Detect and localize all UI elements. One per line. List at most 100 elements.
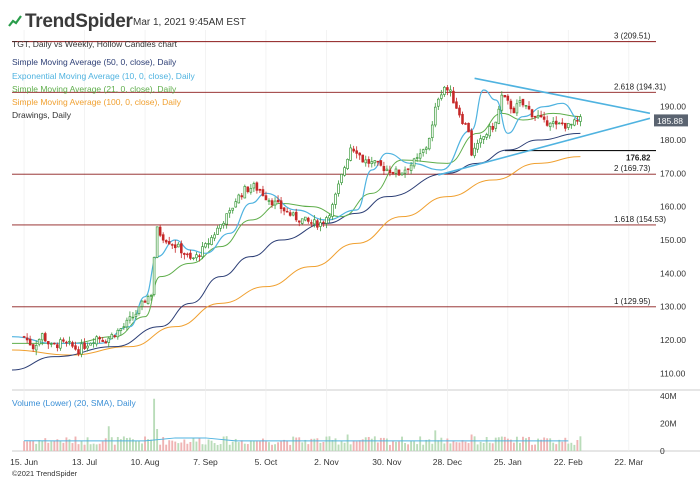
volume-bar (482, 442, 485, 451)
legend-ema10[interactable]: Exponential Moving Average (10, 0, close… (12, 71, 195, 81)
candle-body (267, 200, 271, 202)
candle-body (316, 220, 319, 228)
legend-drawings[interactable]: Drawings, Daily (12, 110, 72, 120)
candle-body (349, 147, 352, 161)
candle-body (189, 252, 192, 259)
volume-bar (274, 444, 276, 451)
candle-body (261, 189, 265, 196)
candle-body (198, 255, 201, 257)
candle-body (210, 237, 213, 245)
brand-name: TrendSpider (25, 11, 133, 32)
volume-bar (295, 437, 298, 451)
volume-bar (561, 441, 564, 451)
legend-sma50[interactable]: Simple Moving Average (50, 0, close), Da… (12, 57, 177, 67)
volume-bar (464, 441, 467, 451)
volume-bar (80, 440, 83, 451)
candle-body (119, 328, 123, 331)
volume-bar (265, 441, 267, 451)
x-tick-label: 7. Sep (193, 457, 218, 467)
candle-body (137, 306, 141, 314)
volume-bar (26, 441, 29, 451)
candle-body (201, 246, 204, 258)
volume-bar (446, 438, 449, 451)
volume-bar (125, 438, 128, 451)
volume-bar (404, 443, 406, 451)
candle-body (361, 154, 365, 163)
candle-body (334, 193, 337, 205)
x-tick-label: 25. Jan (494, 457, 522, 467)
volume-bar (395, 441, 397, 451)
volume-bar (35, 443, 38, 451)
candle-body (146, 296, 150, 304)
candle-body (249, 188, 253, 193)
volume-bar (189, 441, 192, 451)
candle-body (56, 344, 59, 349)
candle-body (186, 253, 189, 256)
x-tick-label: 13. Jul (72, 457, 97, 467)
volume-bar (422, 444, 425, 451)
candle-body (237, 194, 241, 204)
volume-bar (503, 436, 506, 451)
volume-bar (50, 441, 53, 451)
candle-body (158, 226, 162, 236)
volume-bar (555, 444, 558, 451)
volume-bar (53, 440, 56, 451)
volume-bar (198, 438, 201, 451)
candle-body (382, 166, 386, 172)
candle-body (195, 254, 198, 259)
legend-sma21[interactable]: Simple Moving Average (21, 0, close), Da… (12, 84, 177, 94)
chart-subtitle: TGT, Daily vs Weekly, Hollow Candles cha… (12, 39, 178, 49)
volume-bar (543, 437, 546, 451)
candle-body (216, 227, 219, 235)
volume-bar (162, 437, 165, 451)
y-tick-label: 170.00 (660, 168, 686, 178)
volume-bar (398, 441, 400, 451)
candle-body (173, 244, 177, 249)
volume-bar (343, 442, 346, 451)
volume-bar (122, 436, 125, 451)
fib-label: 1 (129.95) (614, 297, 651, 306)
fibonacci-levels: 3 (209.51) 2.618 (194.31) 2 (169.73) 1.618 … (12, 32, 666, 308)
volume-bar (113, 444, 116, 451)
volume-tick-label: 20M (660, 419, 677, 429)
candle-body (303, 216, 307, 221)
volume-label: Volume (Lower) (20, SMA), Daily (12, 398, 136, 408)
volume-bar (319, 442, 322, 451)
volume-bar (458, 442, 461, 451)
candle-body (219, 224, 222, 229)
candle-body (512, 107, 516, 114)
x-tick-label: 2. Nov (314, 457, 339, 467)
volume-bar (470, 434, 473, 451)
candle-body (255, 182, 259, 191)
moving-averages (11, 89, 581, 371)
candle-body (331, 204, 334, 217)
candle-body (125, 319, 129, 328)
candle-body (476, 142, 479, 150)
volume-bar (201, 444, 204, 451)
candle-body (155, 226, 159, 258)
volume-bar (65, 437, 68, 451)
candle-body (252, 183, 256, 189)
legend-sma100[interactable]: Simple Moving Average (100, 0, close), D… (12, 97, 181, 107)
candle-body (83, 342, 86, 349)
candle-body (288, 212, 292, 216)
volume-bar (364, 437, 367, 451)
volume-bar (522, 436, 524, 451)
candle-body (86, 345, 89, 349)
y-tick-label: 190.00 (660, 102, 686, 112)
candle-body (403, 169, 407, 174)
volume-bar (289, 444, 292, 451)
candle-body (53, 342, 56, 345)
candle-body (373, 160, 377, 164)
volume-bar (159, 444, 162, 451)
volume-bar (249, 440, 252, 451)
candle-body (433, 106, 437, 126)
candle-body (379, 160, 383, 166)
candle-body (270, 200, 274, 206)
volume-bar (168, 440, 171, 451)
candle-body (207, 243, 210, 245)
volume-bar (431, 443, 434, 451)
x-tick-label: 5. Oct (255, 457, 278, 467)
volume-bar (537, 438, 540, 451)
